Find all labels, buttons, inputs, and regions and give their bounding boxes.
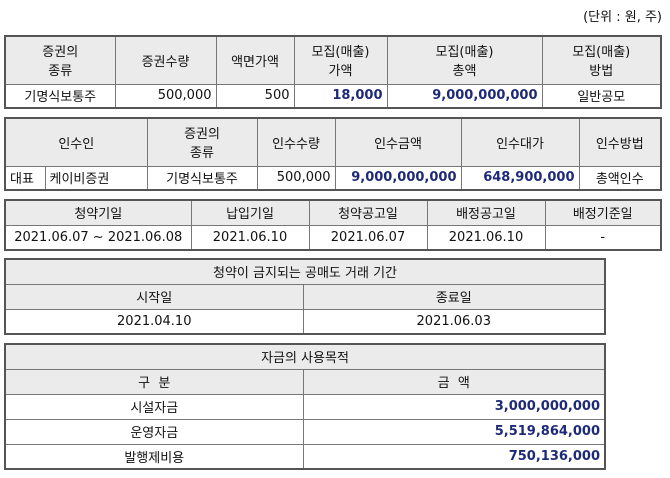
cell-allocation-notice-date: 2021.06.10 [426, 224, 546, 251]
header-offer-price: 모집(매출) 가액 [293, 35, 388, 85]
header-offer-total: 모집(매출) 총액 [386, 35, 543, 85]
cell-amount: 5,519,864,000 [302, 418, 606, 445]
header-end-date: 종료일 [302, 283, 606, 310]
header-category: 구 분 [4, 368, 304, 395]
cell-subscription-date: 2021.06.07 ~ 2021.06.08 [4, 224, 192, 251]
cell-payment-date: 2021.06.10 [190, 224, 310, 251]
cell-category: 발행제비용 [4, 443, 304, 470]
header-subscription-date: 청약기일 [4, 199, 192, 226]
cell-allocation-record-date: - [544, 224, 662, 251]
header-subscription-notice-date: 청약공고일 [308, 199, 428, 226]
cell-end-date: 2021.06.03 [302, 308, 606, 335]
header-underwrite-fee: 인수대가 [460, 117, 580, 167]
header-security-quantity: 증권수량 [114, 35, 217, 85]
header-offer-method: 모집(매출) 방법 [541, 35, 662, 85]
cell-category: 운영자금 [4, 418, 304, 445]
cell-underwriter-name: 케이비증권 [44, 165, 148, 191]
use-of-funds-table: 자금의 사용목적 구 분 금 액 시설자금 3,000,000,000 운영자금… [4, 343, 607, 470]
cell-underwrite-amount: 9,000,000,000 [334, 165, 462, 191]
securities-data-row: 기명식보통주 500,000 500 18,000 9,000,000,000 … [4, 83, 662, 109]
securities-header-row: 증권의 종류 증권수량 액면가액 모집(매출) 가액 모집(매출) 총액 모집(… [4, 35, 662, 85]
short-sale-period-table: 청약이 금지되는 공매도 거래 기간 시작일 종료일 2021.04.10 20… [4, 258, 607, 335]
cell-subscription-notice-date: 2021.06.07 [308, 224, 428, 251]
cell-amount: 750,136,000 [302, 443, 606, 470]
cell-start-date: 2021.04.10 [4, 308, 304, 335]
cell-security-type: 기명식보통주 [146, 165, 258, 191]
underwriter-header-row: 인수인 증권의 종류 인수수량 인수금액 인수대가 인수방법 [4, 117, 662, 167]
header-security-type: 증권의 종류 [146, 117, 258, 167]
header-par-value: 액면가액 [215, 35, 295, 85]
cell-underwrite-quantity: 500,000 [256, 165, 336, 191]
header-underwrite-method: 인수방법 [578, 117, 662, 167]
header-security-type: 증권의 종류 [4, 35, 116, 85]
header-allocation-notice-date: 배정공고일 [426, 199, 546, 226]
cell-offer-price: 18,000 [293, 83, 388, 109]
short-sale-title-row: 청약이 금지되는 공매도 거래 기간 [4, 258, 606, 285]
header-allocation-record-date: 배정기준일 [544, 199, 662, 226]
cell-role: 대표 [4, 165, 46, 191]
header-start-date: 시작일 [4, 283, 304, 310]
use-of-funds-title-row: 자금의 사용목적 [4, 343, 606, 370]
schedule-data-row: 2021.06.07 ~ 2021.06.08 2021.06.10 2021.… [4, 224, 662, 251]
short-sale-header-row: 시작일 종료일 [4, 283, 606, 310]
short-sale-title: 청약이 금지되는 공매도 거래 기간 [4, 258, 606, 285]
use-of-funds-row: 운영자금 5,519,864,000 [4, 418, 606, 445]
header-underwriter: 인수인 [4, 117, 148, 167]
cell-category: 시설자금 [4, 393, 304, 420]
short-sale-data-row: 2021.04.10 2021.06.03 [4, 308, 606, 335]
cell-par-value: 500 [215, 83, 295, 109]
cell-security-quantity: 500,000 [114, 83, 217, 109]
securities-table: 증권의 종류 증권수량 액면가액 모집(매출) 가액 모집(매출) 총액 모집(… [4, 35, 662, 109]
use-of-funds-header-row: 구 분 금 액 [4, 368, 606, 395]
schedule-header-row: 청약기일 납입기일 청약공고일 배정공고일 배정기준일 [4, 199, 662, 226]
use-of-funds-title: 자금의 사용목적 [4, 343, 606, 370]
underwriter-data-row: 대표 케이비증권 기명식보통주 500,000 9,000,000,000 64… [4, 165, 662, 191]
cell-amount: 3,000,000,000 [302, 393, 606, 420]
header-amount: 금 액 [302, 368, 606, 395]
header-underwrite-amount: 인수금액 [334, 117, 462, 167]
cell-underwrite-method: 총액인수 [578, 165, 662, 191]
cell-security-type: 기명식보통주 [4, 83, 116, 109]
cell-offer-method: 일반공모 [541, 83, 662, 109]
header-underwrite-quantity: 인수수량 [256, 117, 336, 167]
cell-underwrite-fee: 648,900,000 [460, 165, 580, 191]
schedule-table: 청약기일 납입기일 청약공고일 배정공고일 배정기준일 2021.06.07 ~… [4, 199, 662, 251]
underwriter-table: 인수인 증권의 종류 인수수량 인수금액 인수대가 인수방법 대표 케이비증권 … [4, 117, 663, 191]
cell-offer-total: 9,000,000,000 [386, 83, 543, 109]
use-of-funds-row: 시설자금 3,000,000,000 [4, 393, 606, 420]
header-payment-date: 납입기일 [190, 199, 310, 226]
unit-note: (단위 : 원, 주) [583, 10, 662, 25]
use-of-funds-row: 발행제비용 750,136,000 [4, 443, 606, 470]
